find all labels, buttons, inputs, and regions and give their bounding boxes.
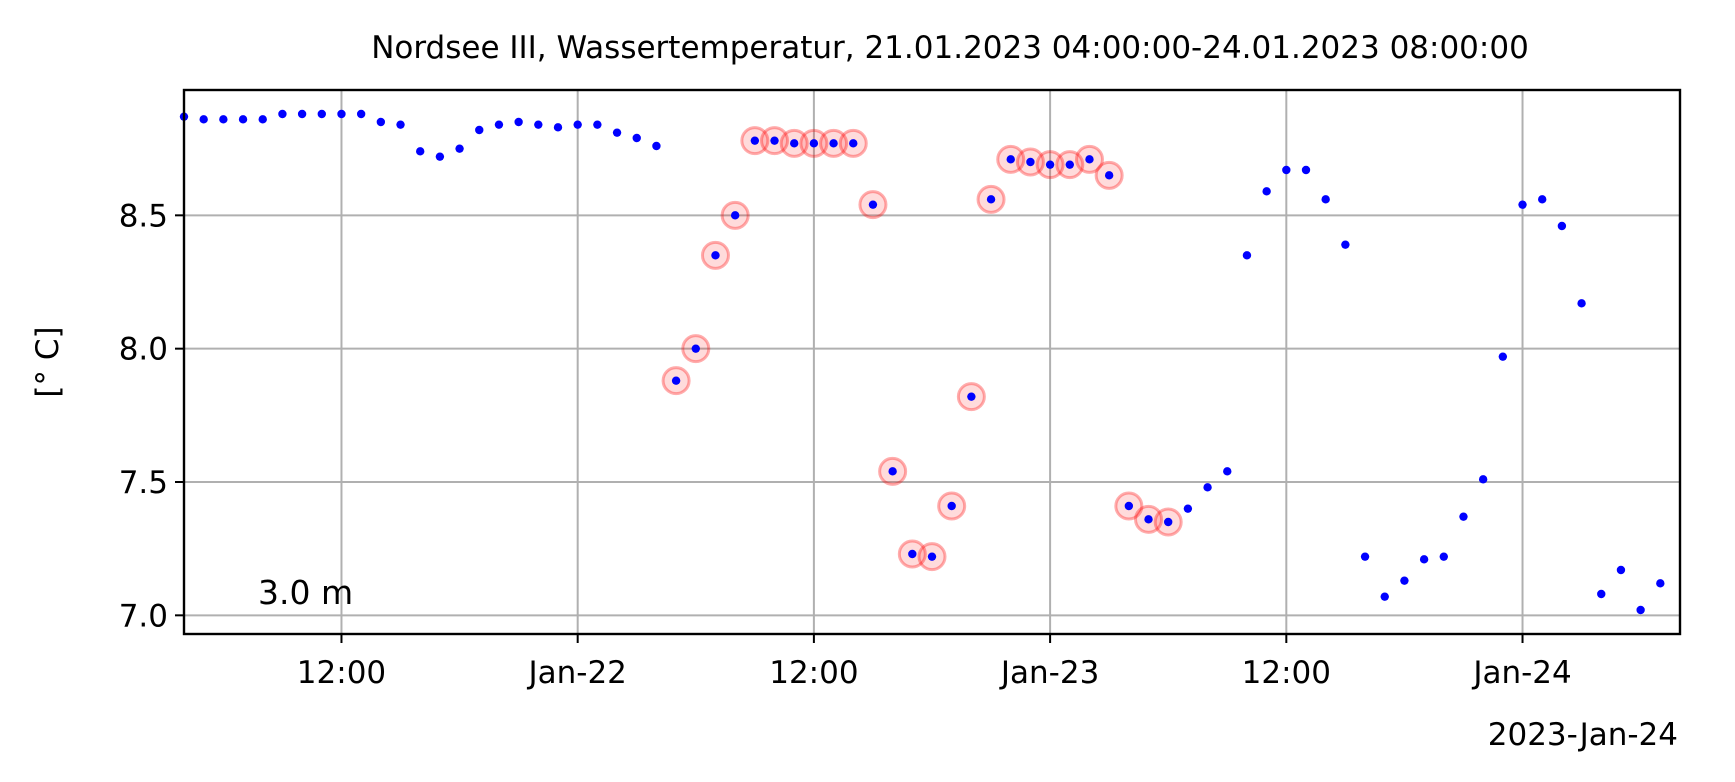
data-point [849,139,858,148]
data-point [1045,160,1055,169]
y-tick-label: 8.5 [119,198,168,234]
x-offset-label: 2023-Jan-24 [1488,717,1678,753]
data-point [1144,515,1153,524]
data-point [711,251,720,260]
data-point [1301,165,1311,175]
data-point [612,128,622,137]
data-point [435,152,445,161]
data-point [258,115,267,124]
x-tick-label: Jan-22 [526,655,626,691]
data-point [1557,221,1567,231]
data-point [1203,483,1212,492]
data-point [1085,155,1094,164]
data-point [1065,160,1074,169]
y-tick-label: 7.5 [119,465,168,501]
y-axis-ticks: 7.0 7.5 8.0 8.5 [119,198,184,634]
data-point [553,123,563,132]
data-point [730,211,740,220]
data-point [1282,165,1291,175]
data-point [317,109,326,119]
data-point [1656,579,1665,588]
data-point [1164,517,1173,527]
data-point [908,549,917,559]
data-point [475,125,484,135]
data-point [809,139,819,148]
x-tick-label: Jan-24 [1471,655,1571,691]
data-point [1518,200,1527,209]
data-point [396,120,405,129]
data-point [199,115,208,124]
x-tick-label: 12:00 [1242,655,1331,691]
data-point [1321,195,1330,204]
data-point [494,120,504,129]
data-point [356,109,366,119]
x-axis-ticks: 12:00 Jan-22 12:00 Jan-23 12:00 Jan-24 [297,634,1572,691]
plot-frame [182,88,1682,636]
data-point [573,120,582,129]
data-point [1459,512,1468,521]
y-tick-label: 7.0 [119,598,168,634]
x-tick-label: 12:00 [297,655,386,691]
data-point [1183,504,1193,513]
data-point [514,117,523,127]
data-point [1577,299,1586,308]
data-point [416,147,425,156]
data-point [1478,475,1488,484]
data-point [790,139,799,148]
data-point [1026,157,1035,167]
data-point [455,144,464,153]
data-point [1262,187,1271,196]
y-tick-label: 8.0 [119,332,168,368]
data-point [1360,552,1370,561]
y-axis-label: [° C] [30,326,66,397]
data-point [376,117,386,127]
data-point [1006,155,1015,164]
data-point [1380,592,1389,601]
data-point [671,376,681,385]
data-point [219,115,228,124]
chart-title: Nordsee III, Wassertemperatur, 21.01.202… [371,30,1529,66]
data-point [1538,195,1547,204]
data-point [238,115,248,124]
x-tick-label: Jan-23 [999,655,1099,691]
data-point [770,136,779,145]
grid-lines [184,90,1680,634]
data-point [297,109,307,119]
data-point [750,136,760,145]
depth-annotation: 3.0 m [258,573,353,612]
data-point [1104,171,1114,180]
x-tick-label: 12:00 [769,655,858,691]
data-point [868,200,878,209]
data-point [1636,605,1645,615]
data-point [337,109,346,119]
data-point [1616,565,1626,575]
data-point [829,139,838,148]
data-point [986,195,996,204]
data-point [1223,467,1232,476]
data-point [593,120,602,129]
data-point [888,467,897,476]
data-point [1124,501,1134,511]
data-point [278,109,287,119]
data-point [632,133,641,143]
flagged-markers [661,126,1183,572]
data-point [1439,552,1448,561]
data-points [179,109,1665,615]
data-point [1242,251,1252,260]
data-point [1498,352,1508,361]
data-point [1597,589,1606,599]
data-point [1341,240,1350,249]
data-point [947,501,956,511]
data-point [1419,555,1429,564]
data-point [1400,576,1409,585]
data-point [927,552,937,561]
data-point [652,141,661,151]
data-point [691,344,700,353]
data-point [534,120,543,129]
data-point [967,392,976,401]
